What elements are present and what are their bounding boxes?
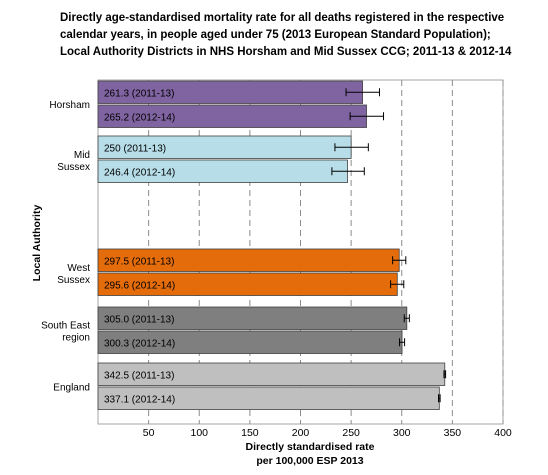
- x-axis-label-line: Directly standardised rate: [245, 441, 375, 453]
- y-axis-label: Local Authority: [31, 204, 43, 282]
- chart-title-line: Local Authority Districts in NHS Horsham…: [60, 46, 512, 58]
- y-category-label: South East: [41, 321, 90, 332]
- y-category-label: Sussex: [57, 275, 90, 286]
- bar-data-label: 342.5 (2011-13): [104, 370, 174, 381]
- x-tick-label: 200: [292, 427, 310, 439]
- chart-title-line: calendar years, in people aged under 75 …: [60, 29, 491, 41]
- bar-data-label: 300.3 (2012-14): [104, 338, 175, 349]
- bar-data-label: 305.0 (2011-13): [104, 314, 174, 325]
- chart-title: Directly age-standardised mortality rate…: [60, 10, 512, 61]
- y-category-label: Mid: [74, 150, 90, 161]
- x-tick-label: 50: [143, 427, 155, 439]
- y-category-label: England: [53, 383, 90, 394]
- x-axis-label: Directly standardised rate per 100,000 E…: [180, 440, 440, 468]
- bar-data-label: 261.3 (2011-13): [104, 88, 174, 99]
- x-tick-label: 250: [342, 427, 360, 439]
- x-axis-label-line: per 100,000 ESP 2013: [256, 455, 364, 467]
- bar-data-label: 297.5 (2011-13): [104, 256, 174, 267]
- x-tick-label: 350: [444, 427, 462, 439]
- bar-data-label: 265.2 (2012-14): [104, 112, 175, 123]
- bar-data-label: 295.6 (2012-14): [104, 280, 175, 291]
- y-category-label: Sussex: [57, 162, 90, 173]
- y-category-label: Horsham: [49, 100, 90, 111]
- x-tick-label: 150: [241, 427, 259, 439]
- y-category-label: region: [62, 333, 90, 344]
- x-tick-label: 400: [494, 427, 512, 439]
- bar-data-label: 250 (2011-13): [104, 143, 166, 154]
- bar-data-label: 246.4 (2012-14): [104, 167, 175, 178]
- x-tick-label: 100: [190, 427, 208, 439]
- y-category-label: West: [67, 263, 90, 274]
- bar-data-label: 337.1 (2012-14): [104, 394, 175, 405]
- x-tick-label: 300: [393, 427, 411, 439]
- chart-title-line: Directly age-standardised mortality rate…: [60, 12, 505, 24]
